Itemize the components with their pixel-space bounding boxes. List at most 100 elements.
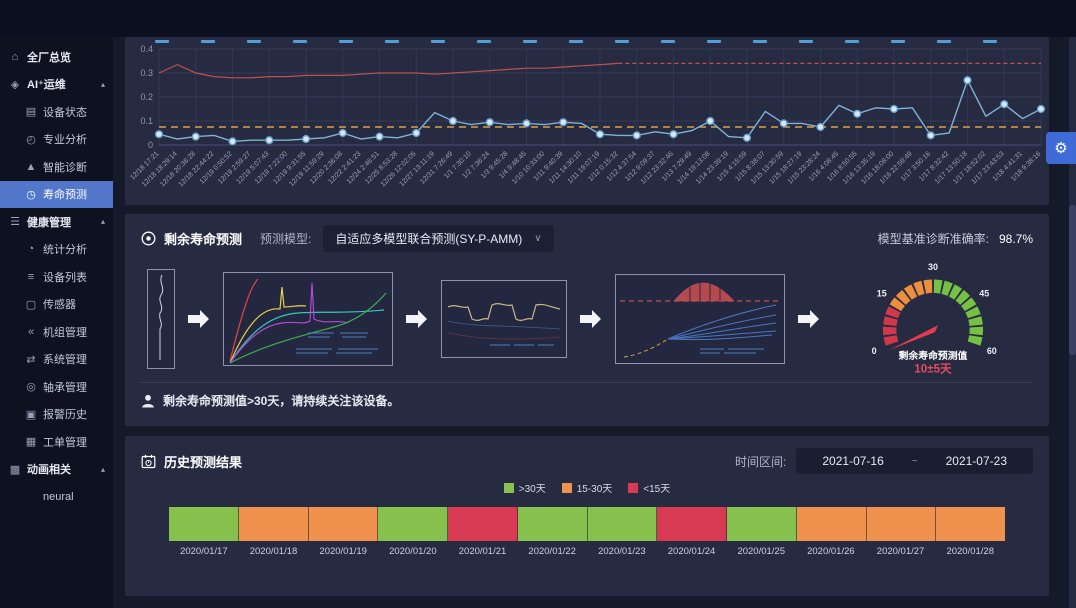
sidebar-item-label: 系统管理 — [43, 354, 87, 367]
sidebar-item-neural[interactable]: neural — [0, 483, 113, 511]
svg-text:15: 15 — [877, 288, 887, 298]
life-panel-title: 剩余寿命预测 — [164, 232, 243, 247]
bearing-mgmt-icon: ◎ — [26, 381, 36, 394]
history-segment-date: 2020/01/27 — [876, 546, 925, 557]
sidebar-item-label: 传感器 — [43, 299, 76, 312]
sidebar-item-plant-overview[interactable]: ⌂ 全厂总览 — [0, 43, 113, 71]
flow-arrow-icon — [406, 310, 427, 328]
svg-text:0.4: 0.4 — [140, 44, 153, 54]
range-start-value[interactable]: 2021-07-16 — [822, 454, 884, 468]
caret-up-icon: ▴ — [100, 79, 105, 89]
sidebar-item-label: neural — [43, 490, 74, 503]
svg-text:0.2: 0.2 — [140, 92, 153, 102]
sidebar-item-label: 轴承管理 — [43, 381, 87, 394]
sidebar-item-ai-ops[interactable]: ◈ AI⁺运维 ▴ — [0, 71, 113, 99]
accuracy-value: 98.7% — [998, 232, 1033, 246]
animation-icon: ▩ — [9, 463, 21, 476]
life-panel-divider — [141, 382, 1033, 383]
legend-item[interactable]: 15-30天 — [561, 480, 613, 495]
trend-line-chart: 0 0.1 0.2 0.3 0.4 12/18 17:21 12/18 18:29:14 12… — [125, 37, 1049, 210]
stats-icon: ◔ — [27, 243, 35, 256]
history-segment-date: 2020/01/26 — [807, 546, 855, 557]
svg-text:60: 60 — [987, 346, 997, 356]
legend-swatch — [628, 482, 639, 493]
sidebar-item-sensor[interactable]: ▢ 传感器 — [0, 291, 113, 319]
scrollbar-thumb[interactable] — [1069, 205, 1076, 355]
flow-arrow-icon — [580, 310, 601, 328]
history-segment[interactable] — [517, 507, 588, 541]
life-panel-header: 剩余寿命预测 预测模型: 自适应多模型联合预测(SY-P-AMM) ∨ 模型基准… — [125, 214, 1049, 254]
sidebar-item-label: 设备列表 — [43, 271, 87, 284]
legend-swatch — [503, 482, 514, 493]
legend-item[interactable]: <15天 — [628, 480, 670, 495]
legend-item[interactable]: >30天 — [503, 480, 546, 495]
life-prediction-panel: 剩余寿命预测 预测模型: 自适应多模型联合预测(SY-P-AMM) ∨ 模型基准… — [125, 214, 1049, 426]
svg-text:剩余寿命预测值: 剩余寿命预测值 — [899, 349, 968, 362]
series-toggle-dashes[interactable] — [155, 40, 997, 43]
history-segment[interactable] — [587, 507, 658, 541]
history-segment-date: 2020/01/25 — [737, 546, 785, 557]
history-segment[interactable] — [657, 507, 727, 541]
gear-icon: ⚙ — [1054, 140, 1068, 157]
top-header-bar — [0, 0, 1076, 37]
history-segment[interactable] — [169, 507, 239, 541]
history-segment-date: 2020/01/20 — [389, 546, 437, 557]
accuracy-readout: 模型基准诊断准确率: 98.7% — [878, 230, 1033, 247]
model-select-value: 自适应多模型联合预测(SY-P-AMM) — [335, 232, 523, 246]
sidebar-item-label: 寿命预测 — [43, 189, 87, 202]
sidebar-item-smart-diagnosis[interactable]: ▲ 智能诊断 — [0, 153, 113, 181]
sidebar-item-life-prediction[interactable]: ◷ 寿命预测 — [0, 180, 113, 208]
history-segment[interactable] — [308, 507, 379, 541]
legend-label: 15-30天 — [576, 484, 613, 495]
life-note-text: 剩余寿命预测值>30天，请持续关注该设备。 — [163, 394, 400, 408]
sidebar-item-label: 智能诊断 — [43, 161, 87, 174]
history-bar-labels: 2020/01/17 2020/01/18 2020/01/19 2020/01/20… — [169, 546, 1005, 557]
sidebar-item-device-list[interactable]: ≡ 设备列表 — [0, 263, 113, 291]
history-segment[interactable] — [866, 507, 937, 541]
sidebar-item-label: 设备状态 — [43, 106, 87, 119]
model-select[interactable]: 自适应多模型联合预测(SY-P-AMM) ∨ — [323, 225, 554, 252]
sidebar-item-bearing-mgmt[interactable]: ◎ 轴承管理 — [0, 373, 113, 401]
history-segment-date: 2020/01/23 — [598, 546, 646, 557]
history-legend: >30天 15-30天 <15天 — [125, 480, 1049, 495]
sidebar-item-stats-analysis[interactable]: ◔ 统计分析 — [0, 236, 113, 264]
caret-up-icon: ▴ — [100, 464, 105, 474]
history-segment[interactable] — [448, 507, 518, 541]
history-segment[interactable] — [727, 507, 797, 541]
history-section-icon — [141, 454, 156, 468]
sidebar-item-animation[interactable]: ▩ 动画相关 ▴ — [0, 456, 113, 484]
history-segment-date: 2020/01/22 — [528, 546, 576, 557]
range-end-value[interactable]: 2021-07-23 — [945, 454, 1007, 468]
sidebar-item-system-mgmt[interactable]: ⇄ 系统管理 — [0, 346, 113, 374]
life-note-row: 剩余寿命预测值>30天，请持续关注该设备。 — [125, 383, 1049, 418]
date-range-picker[interactable]: 2021-07-16 ~ 2021-07-23 — [796, 448, 1033, 474]
legend-label: >30天 — [518, 484, 546, 495]
history-segment-date: 2020/01/24 — [667, 546, 716, 557]
sidebar-item-pro-analysis[interactable]: ◴ 专业分析 — [0, 126, 113, 154]
flow-arrow-icon — [798, 310, 819, 328]
main-content: 0 0.1 0.2 0.3 0.4 12/18 17:21 12/18 18:29:14 12… — [125, 37, 1049, 596]
history-segment[interactable] — [796, 507, 867, 541]
sidebar-item-unit-mgmt[interactable]: « 机组管理 — [0, 318, 113, 346]
sidebar-item-label: 工单管理 — [43, 436, 87, 449]
sidebar-item-device-status[interactable]: ▤ 设备状态 — [0, 98, 113, 126]
accuracy-label: 模型基准诊断准确率: — [877, 232, 989, 246]
history-segment[interactable] — [238, 507, 309, 541]
life-prediction-icon: ◷ — [26, 188, 36, 201]
sidebar-item-alarm-history[interactable]: ▣ 报警历史 — [0, 401, 113, 429]
history-segment[interactable] — [378, 507, 448, 541]
chevron-down-icon: ∨ — [534, 233, 542, 244]
home-icon: ⌂ — [11, 50, 19, 63]
sidebar-item-workorder-mgmt[interactable]: ▦ 工单管理 — [0, 428, 113, 456]
settings-gear-button[interactable]: ⚙ — [1046, 132, 1076, 164]
scrollbar-track[interactable] — [1069, 37, 1076, 608]
device-list-icon: ≡ — [27, 270, 35, 283]
legend-label: <15天 — [643, 484, 671, 495]
history-segment[interactable] — [936, 507, 1005, 541]
model-label: 预测模型: — [260, 232, 312, 246]
smart-diagnosis-icon: ▲ — [25, 160, 37, 173]
sidebar-item-health-mgmt[interactable]: ☰ 健康管理 ▴ — [0, 208, 113, 236]
history-segment-date: 2020/01/18 — [249, 546, 298, 557]
sidebar-item-label: 动画相关 — [27, 464, 71, 477]
